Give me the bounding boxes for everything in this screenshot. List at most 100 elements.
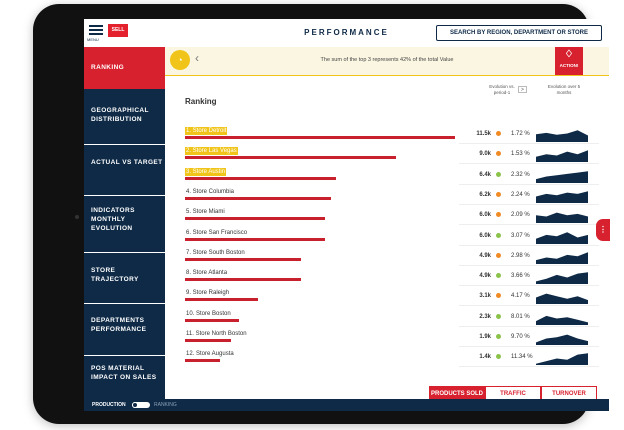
ranking-title: Ranking xyxy=(185,97,217,106)
store-label: 4. Store Columbia xyxy=(186,188,235,195)
menu-icon[interactable] xyxy=(89,25,103,37)
row-divider xyxy=(459,325,599,327)
ranking-bar xyxy=(185,217,325,221)
action-button[interactable]: ♢ ACTION! xyxy=(555,47,583,75)
ranking-row[interactable]: 6. Store San Francisco 6.0k 3.07 % xyxy=(165,229,609,249)
chevron-left-icon[interactable]: ‹ xyxy=(195,51,199,65)
row-value: 6.0k xyxy=(479,212,491,219)
row-divider xyxy=(459,224,599,226)
ranking-row[interactable]: 9. Store Raleigh 3.1k 4.17 % xyxy=(165,289,609,309)
row-percentage: 8.01 % xyxy=(511,313,530,320)
ranking-bar xyxy=(185,298,258,302)
ranking-bar xyxy=(185,339,231,342)
sparkline xyxy=(536,231,588,244)
row-percentage: 9.70 % xyxy=(511,334,530,340)
sparkline-area xyxy=(536,315,588,325)
trend-down-icon xyxy=(496,252,501,258)
ranking-row[interactable]: 7. Store South Boston 4.9k 2.98 % xyxy=(165,249,609,269)
mode-toggle[interactable] xyxy=(132,402,150,408)
row-divider xyxy=(459,346,599,347)
pie-icon: ◔ xyxy=(170,50,190,70)
sparkline xyxy=(536,293,588,305)
trend-down-icon xyxy=(496,191,501,197)
row-percentage: 2.09 % xyxy=(511,212,530,219)
sparkline-area xyxy=(536,150,588,163)
ranking-panel: Ranking Evolution vs. period-1 > Evoluti… xyxy=(165,75,609,411)
row-divider xyxy=(459,163,599,165)
store-label: 3. Store Austin xyxy=(185,167,227,176)
row-value: 6.4k xyxy=(479,171,491,178)
ranking-bar xyxy=(185,257,301,261)
ranking-bar xyxy=(185,136,455,139)
ranking-row[interactable]: 11. Store North Boston 1.9k 9.70 % xyxy=(165,330,609,350)
sparkline xyxy=(536,334,588,345)
row-value: 11.5k xyxy=(476,131,491,137)
sparkline xyxy=(536,212,588,224)
store-label: 11. Store North Boston xyxy=(186,331,247,337)
sparkline xyxy=(536,191,588,203)
sidebar-item-geographical-distribution[interactable]: GEOGRAPHICAL DISTRIBUTION xyxy=(91,107,149,123)
screen: MENU SELL PERFORMANCE SEARCH BY REGION, … xyxy=(84,19,609,411)
ranking-bar xyxy=(185,237,325,241)
row-divider xyxy=(459,244,599,246)
production-label: PRODUCTION xyxy=(92,402,126,408)
store-label: 5. Store Miami xyxy=(186,209,225,216)
sidebar-item-actual-vs-target[interactable]: ACTUAL VS TARGET xyxy=(91,159,163,166)
sparkline xyxy=(536,150,588,163)
store-label: 12. Store Augusta xyxy=(186,351,234,358)
sparkline xyxy=(536,272,588,285)
menu-label: MENU xyxy=(87,37,99,42)
store-label: 10. Store Boston xyxy=(186,310,231,317)
ranking-bar xyxy=(185,359,220,363)
search-input[interactable]: SEARCH BY REGION, DEPARTMENT OR STORE xyxy=(436,25,602,41)
ranking-row[interactable]: 8. Store Atlanta 4.9k 3.66 % xyxy=(165,269,609,289)
sidebar: RANKING GEOGRAPHICAL DISTRIBUTION ACTUAL… xyxy=(84,47,165,411)
sparkline-area xyxy=(536,231,588,244)
trend-down-icon xyxy=(496,212,501,218)
ranking-row[interactable]: 10. Store Boston 2.3k 8.01 % xyxy=(165,310,609,330)
row-percentage: 4.17 % xyxy=(511,293,530,300)
period-selector[interactable]: > xyxy=(518,86,527,93)
top-bar: MENU SELL PERFORMANCE SEARCH BY REGION, … xyxy=(84,19,609,48)
sidebar-item-pos-material-impact[interactable]: POS MATERIAL IMPACT ON SALES xyxy=(91,365,157,381)
store-label: 2. Store Las Vegas xyxy=(185,147,238,156)
sparkline xyxy=(536,353,588,366)
toggle-knob xyxy=(132,402,138,408)
store-label: 1. Store Detroit xyxy=(185,127,228,135)
row-value: 1.4k xyxy=(479,354,491,361)
sidebar-divider xyxy=(84,303,165,304)
sidebar-divider xyxy=(84,195,165,196)
store-label: 9. Store Raleigh xyxy=(186,290,230,297)
row-value: 4.9k xyxy=(479,273,491,280)
insight-banner: ◔ ‹ The sum of the top 3 represents 42% … xyxy=(165,47,609,76)
ranking-row[interactable]: 1. Store Detroit 11.5k 1.72 % xyxy=(165,127,609,147)
ranking-row[interactable]: 5. Store Miami 6.0k 2.09 % xyxy=(165,208,609,228)
sidebar-divider xyxy=(84,252,165,253)
ranking-bar xyxy=(185,318,239,322)
ranking-row[interactable]: 4. Store Columbia 6.2k 2.24 % xyxy=(165,188,609,208)
trend-up-icon xyxy=(496,232,501,238)
sidebar-item-indicators-monthly-evolution[interactable]: INDICATORS MONTHLY EVOLUTION xyxy=(91,207,135,232)
trend-down-icon xyxy=(496,131,501,136)
sparkline-area xyxy=(536,272,588,285)
sparkline-area xyxy=(536,130,588,142)
row-divider xyxy=(459,264,599,266)
ranking-mode-label: RANKING xyxy=(154,402,177,408)
more-options-button[interactable]: ⋮ xyxy=(596,219,610,241)
sidebar-item-ranking[interactable]: RANKING xyxy=(84,47,165,89)
ranking-bar xyxy=(185,196,331,200)
evolution-period-label: Evolution vs. period-1 xyxy=(489,84,515,95)
ranking-row[interactable]: 12. Store Augusta 1.4k 11.34 % xyxy=(165,350,609,370)
sidebar-item-store-trajectory[interactable]: STORE TRAJECTORY xyxy=(91,267,139,283)
row-percentage: 2.98 % xyxy=(511,252,530,259)
camera-dot xyxy=(75,215,79,219)
ranking-row[interactable]: 2. Store Las Vegas 9.0k 1.53 % xyxy=(165,147,609,167)
ranking-row[interactable]: 3. Store Austin 6.4k 2.32 % xyxy=(165,167,609,188)
trend-up-icon xyxy=(496,171,501,177)
trend-down-icon xyxy=(496,293,501,299)
footer-bar: PRODUCTION RANKING xyxy=(84,399,609,411)
sparkline xyxy=(536,170,588,183)
trend-up-icon xyxy=(496,354,501,360)
sidebar-item-departments-performance[interactable]: DEPARTMENTS PERFORMANCE xyxy=(91,317,147,333)
row-value: 6.0k xyxy=(479,232,491,239)
